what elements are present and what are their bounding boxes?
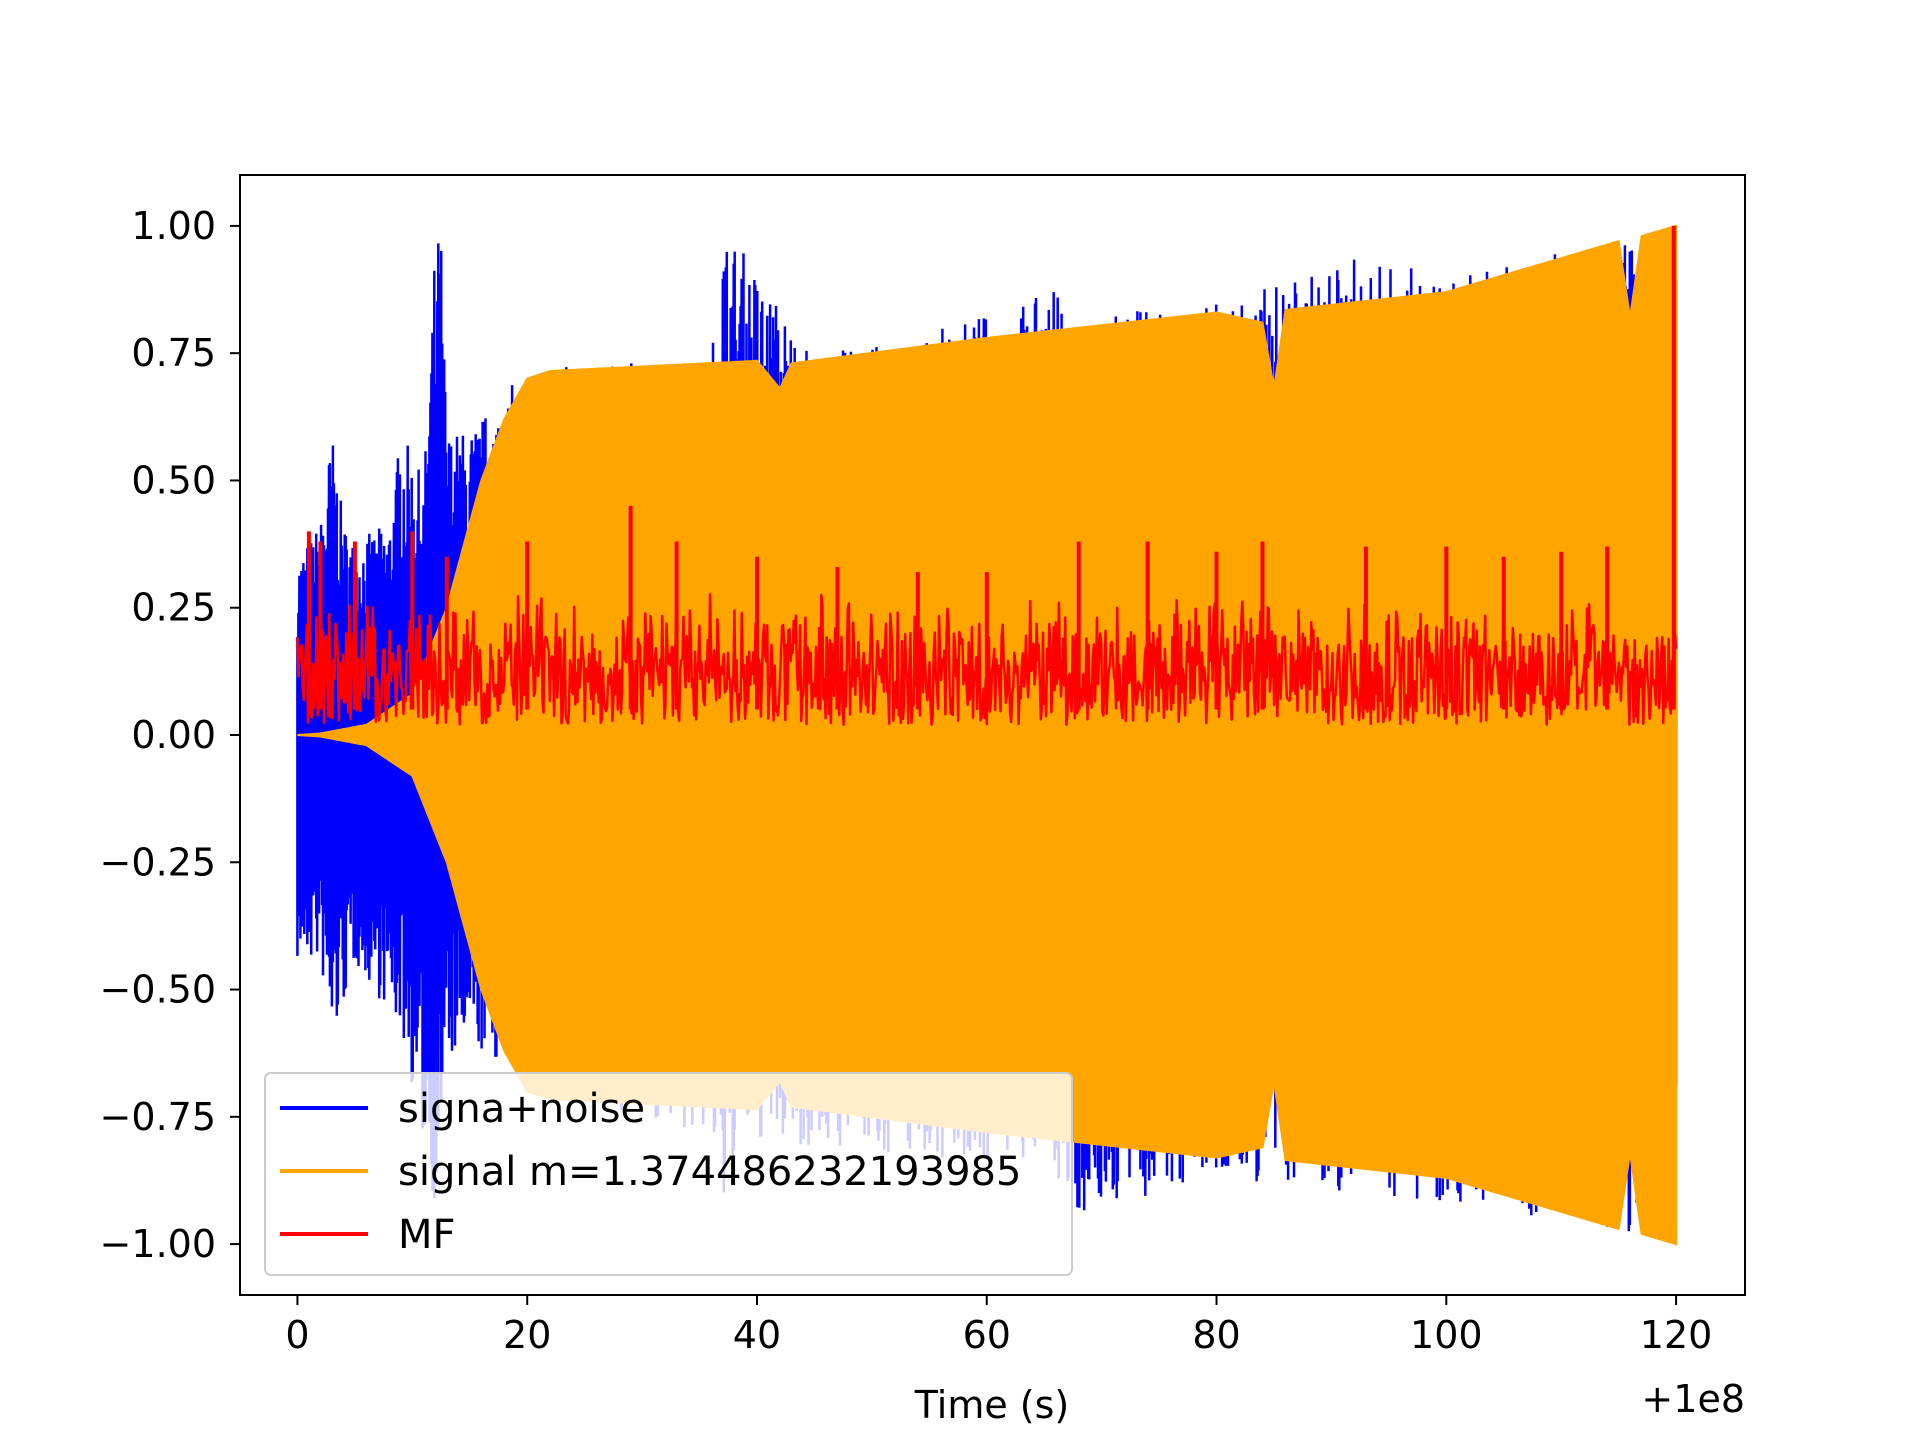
x-tick-label-4: 80: [1192, 1313, 1240, 1357]
x-axis-label: Time (s): [914, 1383, 1070, 1427]
series-mf: [296, 225, 1678, 727]
series-signal: [297, 224, 1678, 1246]
y-tick-label-2: 0.50: [131, 458, 216, 502]
x-tick-label-3: 60: [963, 1313, 1011, 1357]
series-signal-line: [298, 230, 1678, 1240]
y-tick-label-5: −0.25: [100, 840, 216, 884]
legend: signa+noise signal m=1.374486232193985 MF: [264, 1072, 1073, 1276]
y-tick-label-4: 0.00: [131, 713, 216, 757]
y-tick-label-7: −0.75: [100, 1095, 216, 1139]
y-tick-label-0: 1.00: [131, 204, 216, 248]
y-tick-label-8: −1.00: [100, 1222, 216, 1266]
x-axis-offset-label: +1e8: [1641, 1377, 1745, 1421]
legend-label-1: signal m=1.374486232193985: [398, 1149, 1021, 1195]
x-tick-label-5: 100: [1410, 1313, 1483, 1357]
x-tick-label-6: 120: [1640, 1313, 1713, 1357]
x-tick-label-1: 20: [503, 1313, 551, 1357]
x-tick-label-2: 40: [733, 1313, 781, 1357]
y-tick-label-6: −0.50: [100, 968, 216, 1012]
legend-box: [264, 1072, 1073, 1276]
legend-label-2: MF: [398, 1212, 456, 1258]
legend-label-0: signa+noise: [398, 1086, 645, 1132]
series-layer: [296, 224, 1678, 1246]
x-tick-label-0: 0: [285, 1313, 309, 1357]
axes-layer: 0 20 40 60 80 100 120 1.00 0.75 0.50 0.25 0.00 −0.25…: [100, 204, 1713, 1357]
y-tick-label-3: 0.25: [131, 586, 216, 630]
y-tick-label-1: 0.75: [131, 331, 216, 375]
